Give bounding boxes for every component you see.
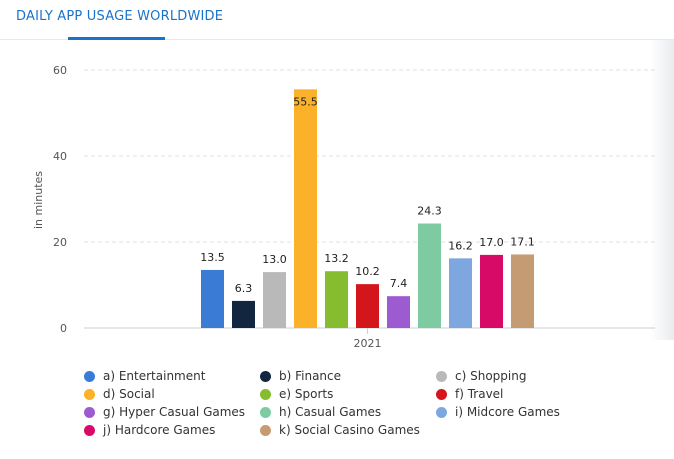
legend-label: f) Travel [455,387,504,401]
scroll-shadow [650,40,674,340]
bar-value-labels: 13.5 6.3 13.0 55.5 13.2 10.2 7.4 24.3 16.2 17.0 17… [200,95,535,295]
chart-header: DAILY APP USAGE WORLDWIDE [0,0,674,40]
bar-value-label: 10.2 [355,265,380,278]
legend-swatch-icon [84,388,95,400]
bar-value-label: 6.3 [235,282,253,295]
legend-label: h) Casual Games [279,405,382,419]
bar[interactable] [232,300,255,328]
legend-item[interactable]: h) Casual Games [260,404,436,420]
y-tick-label: 40 [53,150,67,163]
legend-item[interactable]: c) Shopping [436,368,604,384]
bar[interactable] [356,284,379,328]
bar[interactable] [325,271,348,328]
bar[interactable] [387,296,410,328]
legend-item[interactable]: f) Travel [436,386,604,402]
bar[interactable] [418,223,441,328]
y-axis-ticks: 0 20 40 60 [53,64,67,335]
bar[interactable] [201,269,224,328]
bar-value-label: 17.0 [479,236,504,249]
bar-value-label: 13.2 [324,252,349,265]
y-tick-label: 20 [53,236,67,249]
legend-item[interactable]: d) Social [84,386,260,402]
legend-label: e) Sports [279,387,334,401]
bar[interactable] [480,254,503,328]
legend-swatch-icon [436,370,447,382]
legend-label: c) Shopping [455,369,527,383]
legend-item[interactable]: i) Midcore Games [436,404,604,420]
legend-swatch-icon [260,370,271,382]
active-tab-indicator [68,37,165,40]
legend-label: a) Entertainment [103,369,206,383]
legend-label: d) Social [103,387,155,401]
legend-item[interactable]: e) Sports [260,386,436,402]
bar[interactable] [263,272,286,328]
legend-label: i) Midcore Games [455,405,560,419]
legend-item[interactable]: j) Hardcore Games [84,422,260,438]
bar-value-label: 17.1 [510,235,535,248]
legend-item[interactable]: k) Social Casino Games [260,422,436,438]
legend-item[interactable]: a) Entertainment [84,368,260,384]
legend-label: k) Social Casino Games [279,423,420,437]
legend-label: j) Hardcore Games [103,423,216,437]
legend-swatch-icon [436,406,447,418]
legend-swatch-icon [260,424,271,436]
chart-title-tab[interactable]: DAILY APP USAGE WORLDWIDE [16,9,224,24]
y-axis-label: in minutes [32,171,45,229]
legend-item[interactable]: g) Hyper Casual Games [84,404,260,420]
legend-swatch-icon [84,424,95,436]
bar-value-label: 13.5 [200,251,225,264]
bar-value-label: 55.5 [293,95,318,108]
bar[interactable] [294,89,317,328]
bar-value-label: 7.4 [390,277,408,290]
legend-item[interactable]: b) Finance [260,368,436,384]
legend-swatch-icon [84,370,95,382]
x-tick-label: 2021 [354,337,382,350]
bar-value-label: 24.3 [417,205,442,218]
legend-swatch-icon [84,406,95,418]
x-axis-ticks: 2021 [354,328,382,350]
bar[interactable] [449,258,472,328]
bar-value-label: 16.2 [448,239,473,252]
chart-legend: a) Entertainment b) Finance c) Shopping d) … [84,368,604,438]
legend-swatch-icon [260,388,271,400]
legend-label: g) Hyper Casual Games [103,405,246,419]
bar-value-label: 13.0 [262,253,287,266]
legend-swatch-icon [260,406,271,418]
y-tick-label: 60 [53,64,67,77]
bar[interactable] [511,254,534,328]
legend-swatch-icon [436,388,447,400]
legend-label: b) Finance [279,369,342,383]
y-tick-label: 0 [60,322,67,335]
bars [201,89,534,328]
